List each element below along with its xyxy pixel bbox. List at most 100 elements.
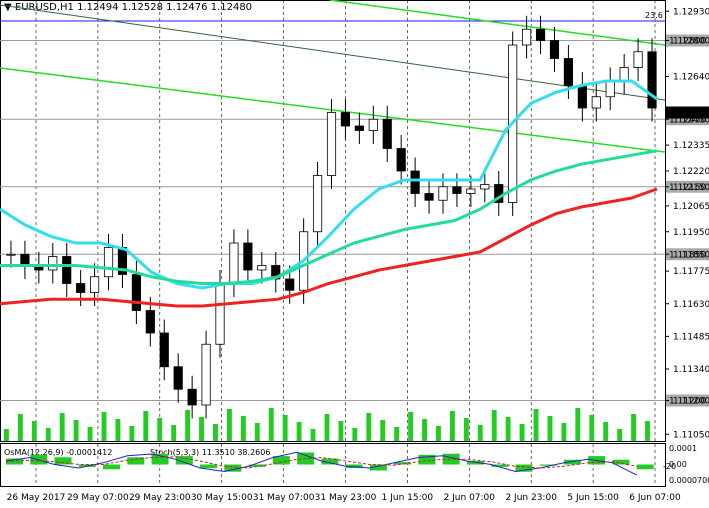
- volume-bar: [59, 413, 65, 441]
- current-price-label: 1.12480: [669, 109, 706, 119]
- osma-bar: [612, 459, 630, 465]
- volume-bar: [310, 429, 316, 441]
- osma-bar: [321, 458, 339, 465]
- candle-body: [522, 28, 532, 46]
- candle-body: [271, 265, 281, 280]
- volume-bar: [268, 408, 274, 441]
- price-tick-label: 1.11050: [673, 430, 709, 440]
- candle-body: [619, 67, 629, 82]
- candle-body: [410, 170, 420, 194]
- candle-body: [577, 85, 587, 109]
- price-tick-label: 1.12150: [673, 183, 709, 193]
- volume-bar: [631, 414, 637, 441]
- volume-bar: [282, 415, 288, 441]
- candle-body: [229, 242, 239, 284]
- volume-bar: [422, 419, 427, 441]
- volume-bar: [366, 413, 372, 441]
- volume-bar: [185, 410, 191, 441]
- volume-bar: [463, 418, 469, 441]
- chart-title: ▼ EURUSD,H1 1.12494 1.12528 1.12476 1.12…: [4, 2, 252, 13]
- time-tick-label: 1 Jun 15:00: [382, 493, 434, 503]
- candle-body: [6, 253, 16, 256]
- volume-bar: [645, 421, 650, 441]
- price-tick-label: 1.11950: [673, 228, 709, 238]
- candle-body: [563, 58, 573, 86]
- volume-bar: [491, 410, 497, 441]
- candle-body: [285, 278, 295, 291]
- candle-body: [438, 186, 448, 201]
- time-tick-label: 2 Jun 07:00: [444, 493, 496, 503]
- candle-body: [424, 193, 434, 201]
- price-tick-label: 1.11775: [673, 267, 709, 277]
- fib-label: 23.6: [645, 11, 663, 20]
- osma-bar: [127, 457, 145, 465]
- price-tick-label: 1.12930: [673, 7, 709, 17]
- osma-bar: [539, 464, 557, 466]
- volume-bar: [380, 420, 386, 441]
- osma-bar: [491, 464, 509, 467]
- ma-line-0: [0, 79, 658, 290]
- ma-line-1: [0, 149, 658, 285]
- osma-bar: [151, 453, 169, 465]
- time-tick-label: 31 May 07:00: [253, 493, 315, 503]
- time-tick-label: 2 Jun 23:00: [505, 493, 557, 503]
- time-tick-label: 29 May 23:00: [129, 493, 191, 503]
- level-badge: [666, 248, 709, 261]
- level-badge: [666, 394, 709, 407]
- osc-tick-label: 0.00: [669, 460, 687, 469]
- candle-body: [187, 388, 197, 406]
- volume-bar: [505, 417, 511, 441]
- volume-bar: [603, 422, 609, 441]
- volume-bar: [254, 423, 260, 441]
- price-tick-label: 1.11200: [673, 397, 709, 407]
- volume-bar: [31, 421, 37, 441]
- trendline-lower: [0, 67, 666, 153]
- price-tick-label: 1.11340: [673, 365, 709, 375]
- candle-body: [480, 184, 490, 190]
- osma-bar: [175, 456, 193, 465]
- candle-body: [257, 265, 267, 271]
- level-label: 1.12800: [669, 37, 706, 47]
- volume-bar: [226, 409, 232, 441]
- osma-bar: [442, 453, 460, 465]
- volume-bar: [338, 421, 344, 441]
- trendline-mid: [0, 4, 666, 101]
- stoch-k-line: [5, 451, 637, 476]
- stoch-label: Stoch(5,3,3) 11.3510 38.2606: [150, 448, 270, 457]
- osma-bar: [418, 454, 436, 465]
- candle-body: [145, 310, 155, 334]
- volume-bar: [129, 426, 135, 441]
- volume-bar: [101, 412, 107, 441]
- volume-bar: [157, 418, 163, 441]
- price-tick-label: 1.12220: [673, 167, 709, 177]
- candle-body: [354, 125, 364, 131]
- price-tick-label: 1.12335: [673, 141, 709, 151]
- price-tick-label: 1.12640: [673, 73, 709, 83]
- candle-body: [201, 343, 211, 406]
- candle-body: [326, 112, 337, 176]
- osc-tick-extra: -20: [663, 462, 676, 471]
- candle-body: [647, 51, 657, 109]
- time-tick-label: 31 May 23:00: [315, 493, 377, 503]
- candle-body: [633, 51, 643, 68]
- level-label: 1.12150: [669, 183, 706, 193]
- time-tick-label: 26 May 2017: [7, 493, 66, 503]
- price-tick-label: 1.11850: [673, 250, 709, 260]
- time-tick-label: 30 May 15:00: [191, 493, 253, 503]
- volume-bar: [324, 414, 330, 441]
- volume-bar: [143, 411, 149, 441]
- candle-body: [159, 332, 169, 368]
- volume-bar: [240, 416, 246, 441]
- candle-body: [48, 256, 58, 271]
- stoch-d-line: [5, 456, 637, 469]
- candle-body: [62, 256, 72, 284]
- volume-bar: [394, 427, 400, 441]
- candle-body: [591, 96, 601, 109]
- candle-body: [340, 112, 351, 127]
- osma-bar: [345, 464, 363, 469]
- dropdown-arrow-icon[interactable]: ▼: [4, 2, 12, 13]
- osma-bar: [272, 456, 290, 465]
- volume-bar: [408, 412, 414, 441]
